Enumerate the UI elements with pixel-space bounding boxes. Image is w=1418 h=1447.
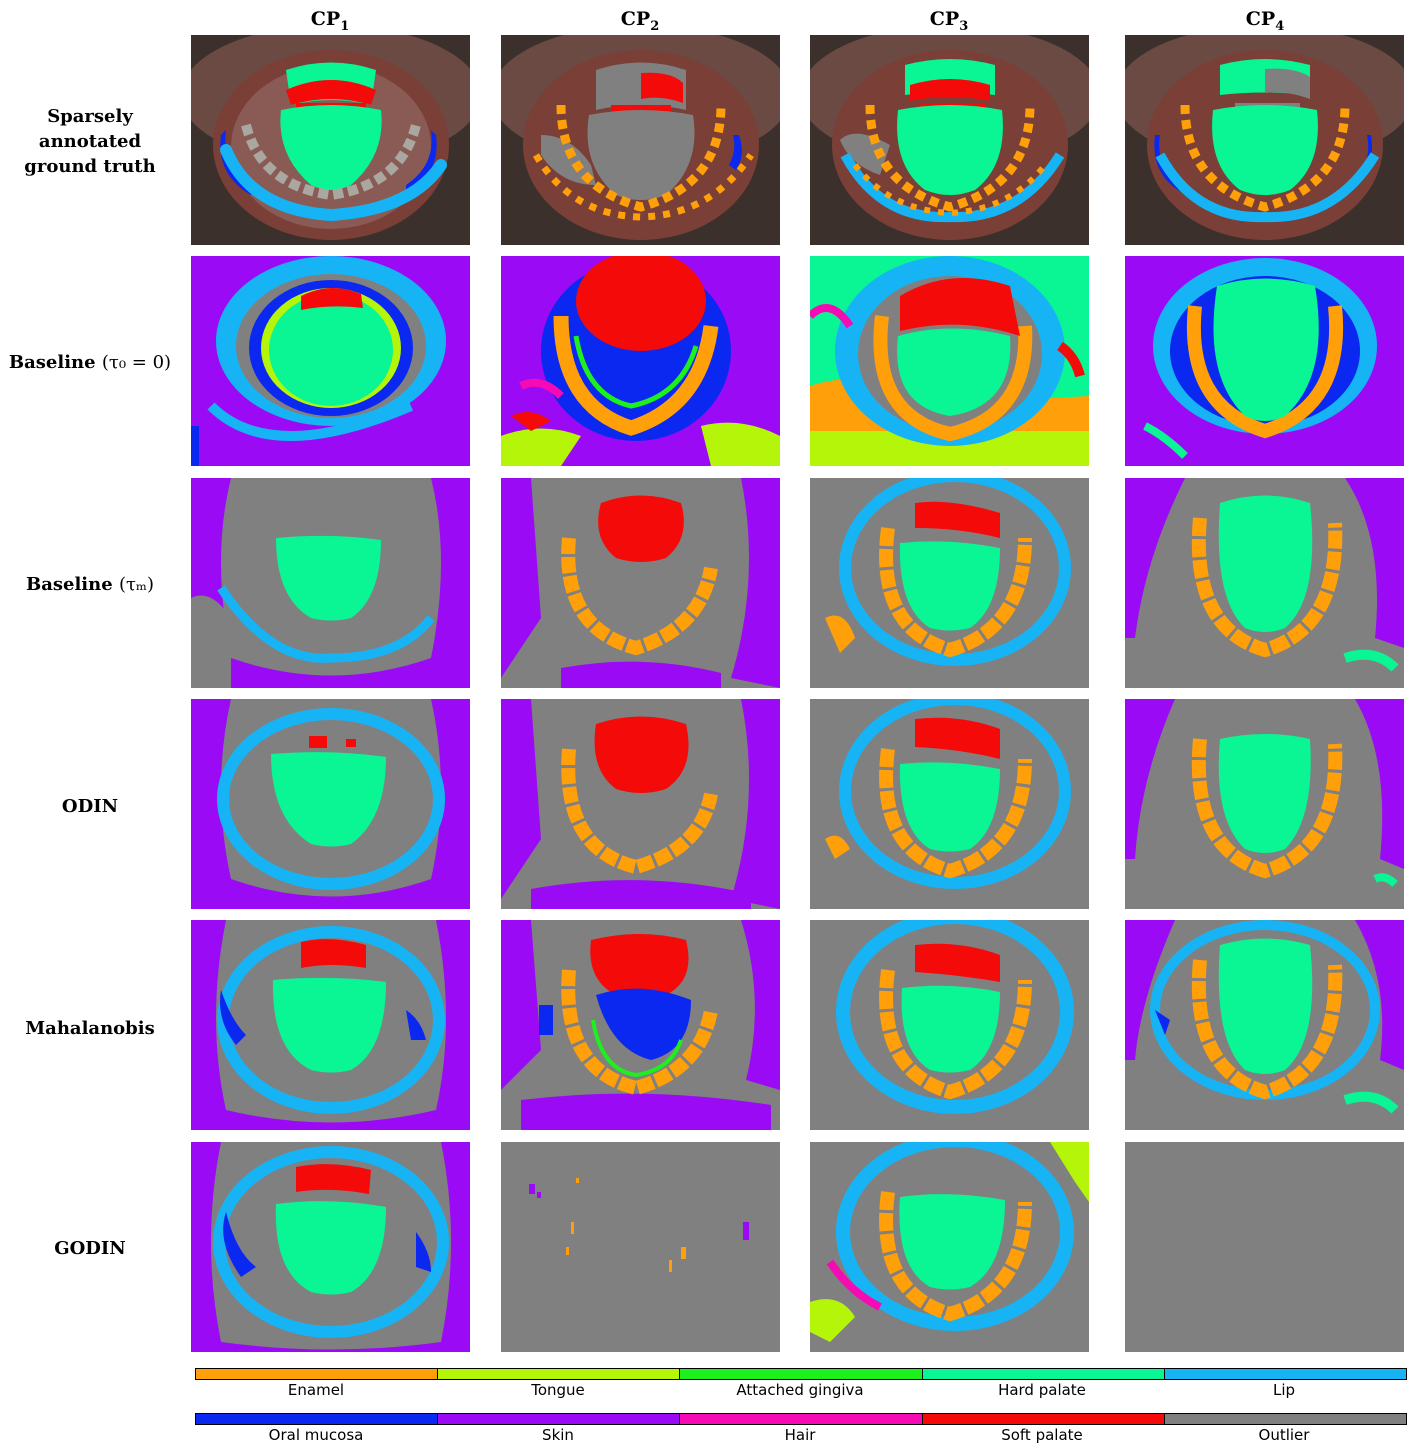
column-header-cp2: CP2 (620, 8, 660, 34)
legend-label-oral-mucosa: Oral mucosa (268, 1426, 364, 1444)
panel-baseline-taum-cp3 (810, 478, 1089, 688)
panel-baseline-taum-cp4 (1125, 478, 1404, 688)
panel-baseline-tau0-cp4 (1125, 256, 1404, 466)
row-label-ground-truth: Sparsely annotated ground truth (24, 106, 156, 177)
legend-swatch-hair (680, 1414, 923, 1424)
panel-mahalanobis-cp1 (191, 920, 470, 1130)
panel-mahalanobis-cp3 (810, 920, 1089, 1130)
legend-label-soft-palate: Soft palate (1001, 1426, 1083, 1444)
legend-swatch-tongue (438, 1369, 681, 1379)
panel-baseline-tau0-cp3 (810, 256, 1089, 466)
legend-label-tongue: Tongue (531, 1381, 585, 1399)
panel-mahalanobis-cp4 (1125, 920, 1404, 1130)
panel-godin-cp3 (810, 1142, 1089, 1352)
panel-odin-cp2 (501, 699, 780, 909)
legend-label-attached-gingiva: Attached gingiva (736, 1381, 864, 1399)
legend-label-outlier: Outlier (1258, 1426, 1310, 1444)
panel-godin-cp4 (1125, 1142, 1404, 1352)
panel-ground-truth-cp2 (501, 35, 780, 245)
legend-label-enamel: Enamel (287, 1381, 345, 1399)
panel-odin-cp1 (191, 699, 470, 909)
legend-colorbar-row1 (195, 1368, 1407, 1380)
legend-swatch-oral-mucosa (196, 1414, 439, 1424)
column-header-cp4: CP4 (1245, 8, 1285, 34)
column-header-cp1: CP1 (310, 8, 350, 34)
panel-ground-truth-cp3 (810, 35, 1089, 245)
legend-label-skin: Skin (542, 1426, 574, 1444)
legend-swatch-soft-palate (922, 1414, 1165, 1424)
legend-swatch-skin (438, 1414, 681, 1424)
panel-godin-cp1 (191, 1142, 470, 1352)
legend-swatch-hard-palate (922, 1369, 1165, 1379)
row-label-baseline-tau0: Baseline (τ₀ = 0) (8, 352, 172, 373)
panel-godin-cp2 (501, 1142, 780, 1352)
panel-baseline-tau0-cp1 (191, 256, 470, 466)
panel-ground-truth-cp1 (191, 35, 470, 245)
row-label-baseline-taum: Baseline (τₘ) (25, 574, 154, 595)
legend-labels-row1: Enamel Tongue Attached gingiva Hard pala… (195, 1381, 1405, 1399)
column-header-cp3: CP3 (929, 8, 969, 34)
row-label-godin: GODIN (54, 1238, 126, 1259)
legend-label-lip: Lip (1272, 1381, 1296, 1399)
legend-swatch-outlier (1164, 1414, 1407, 1424)
legend-labels-row2: Oral mucosa Skin Hair Soft palate Outlie… (195, 1426, 1405, 1444)
panel-odin-cp4 (1125, 699, 1404, 909)
legend-swatch-attached-gingiva (680, 1369, 923, 1379)
panel-odin-cp3 (810, 699, 1089, 909)
legend-label-hair: Hair (784, 1426, 816, 1444)
row-label-odin: ODIN (61, 796, 119, 817)
legend-colorbar-row2 (195, 1413, 1407, 1425)
panel-baseline-taum-cp1 (191, 478, 470, 688)
legend-swatch-enamel (196, 1369, 439, 1379)
panel-ground-truth-cp4 (1125, 35, 1404, 245)
row-label-mahalanobis: Mahalanobis (25, 1018, 155, 1039)
panel-mahalanobis-cp2 (501, 920, 780, 1130)
legend-swatch-lip (1164, 1369, 1407, 1379)
panel-baseline-taum-cp2 (501, 478, 780, 688)
legend-label-hard-palate: Hard palate (998, 1381, 1086, 1399)
panel-baseline-tau0-cp2 (501, 256, 780, 466)
